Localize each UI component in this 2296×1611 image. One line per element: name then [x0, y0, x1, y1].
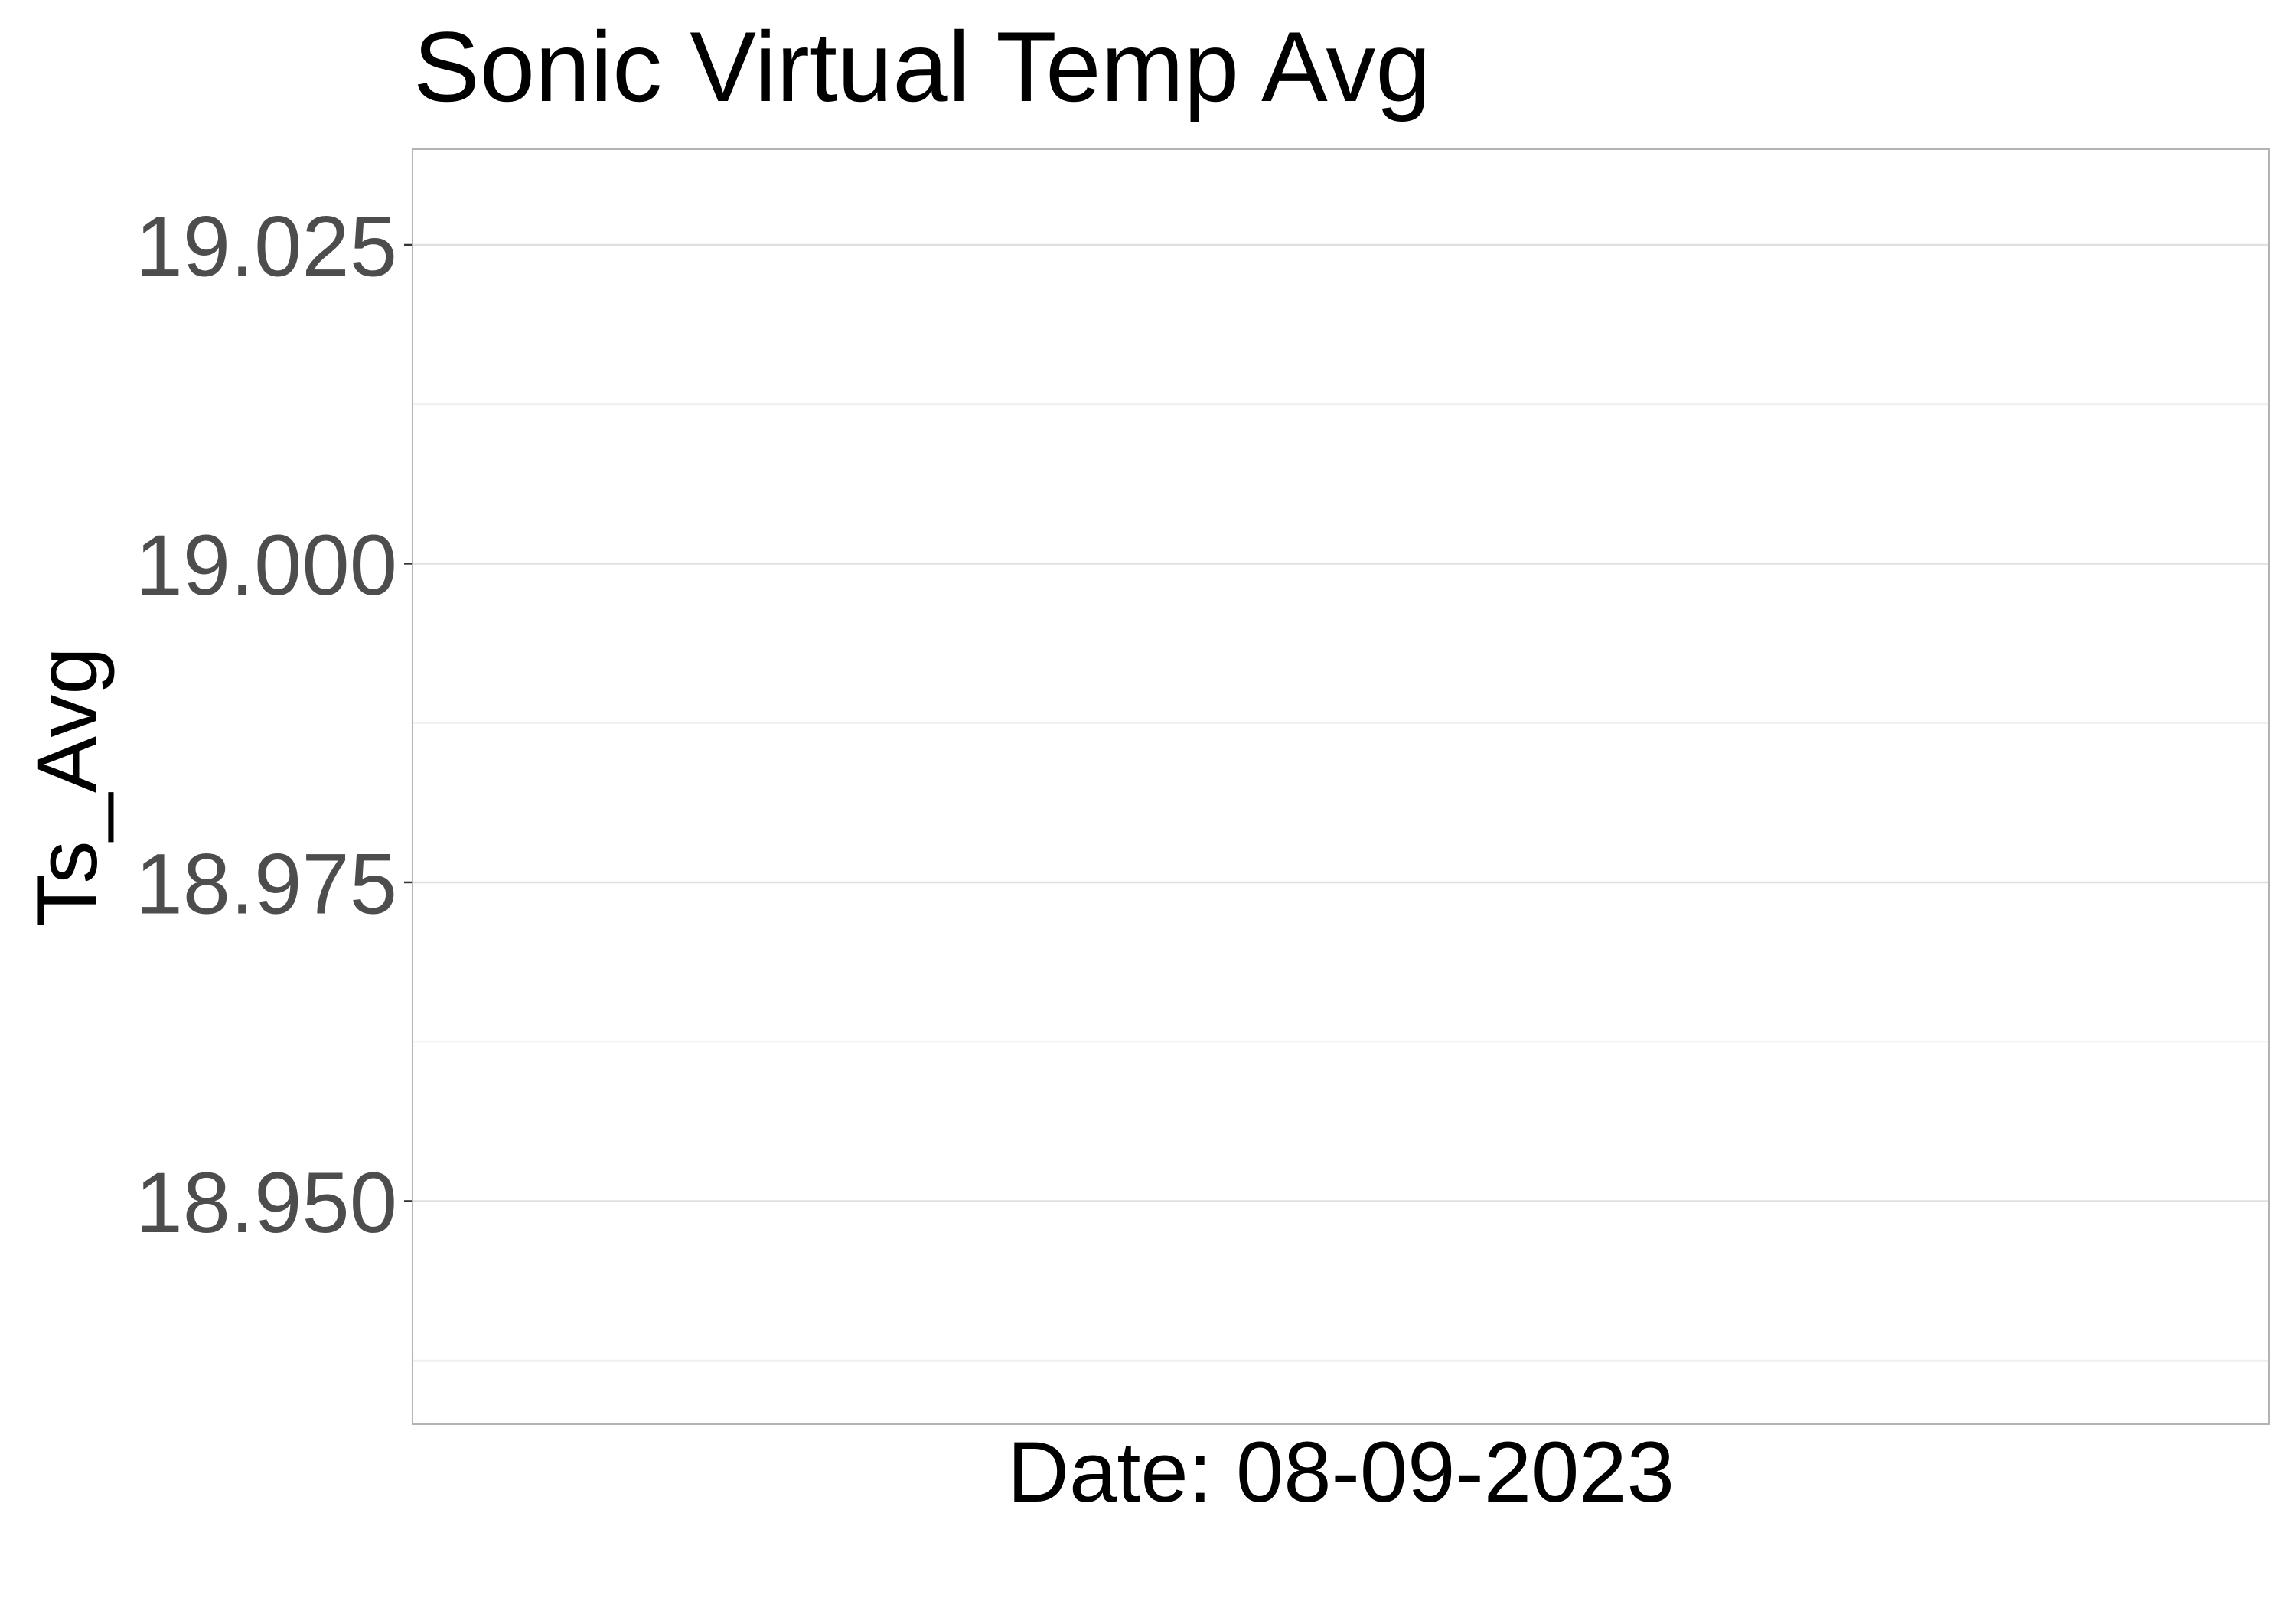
panel-border — [412, 148, 2270, 1425]
x-axis-title: Date: 08-09-2023 — [1007, 1424, 1675, 1520]
y-tick-label: 19.025 — [135, 198, 397, 294]
grid-layer — [413, 243, 2269, 1362]
chart-title: Sonic Virtual Temp Avg — [413, 11, 1431, 122]
y-tick-label: 19.000 — [135, 517, 397, 613]
y-axis-title: Ts_Avg — [19, 647, 115, 926]
y-axis-ticks: 18.950 18.975 19.000 19.025 — [135, 198, 413, 1251]
y-tick-label: 18.950 — [135, 1155, 397, 1251]
y-tick-label: 18.975 — [135, 836, 397, 931]
